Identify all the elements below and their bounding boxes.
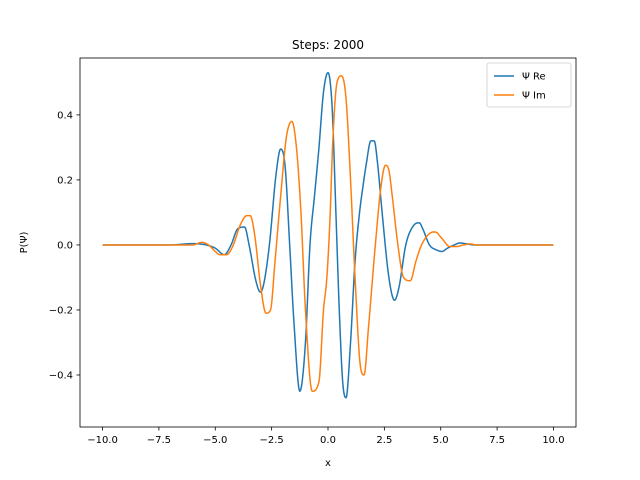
x-tick-label: −2.5 (259, 435, 283, 446)
x-axis-ticks: −10.0 −7.5 −5.0 −2.5 0.0 2.5 5.0 7.5 10.0 (87, 427, 565, 446)
legend-label: Ψ Im (522, 91, 546, 102)
legend-label: Ψ Re (522, 72, 546, 83)
x-tick-label: −7.5 (147, 435, 171, 446)
x-tick-label: −10.0 (87, 435, 118, 446)
y-tick-label: −0.4 (49, 370, 73, 381)
y-tick-label: 0.4 (57, 110, 73, 121)
chart-title: Steps: 2000 (292, 38, 364, 52)
y-tick-label: −0.2 (49, 305, 73, 316)
x-tick-label: 5.0 (433, 435, 449, 446)
series-line-im (102, 75, 554, 392)
x-axis-label: x (325, 458, 331, 469)
x-tick-label: 0.0 (320, 435, 336, 446)
x-tick-label: −5.0 (203, 435, 227, 446)
series-layer (102, 71, 554, 399)
legend: Ψ Re Ψ Im (486, 62, 572, 108)
x-tick-label: 7.5 (489, 435, 505, 446)
plot-area (80, 58, 576, 427)
x-tick-label: 2.5 (376, 435, 392, 446)
y-axis-label: P(Ψ) (19, 232, 30, 254)
legend-box (486, 62, 572, 108)
x-tick-label: 10.0 (542, 435, 564, 446)
y-tick-label: 0.2 (57, 175, 73, 186)
y-axis-ticks: −0.4 −0.2 0.0 0.2 0.4 (49, 110, 80, 381)
y-tick-label: 0.0 (57, 240, 73, 251)
